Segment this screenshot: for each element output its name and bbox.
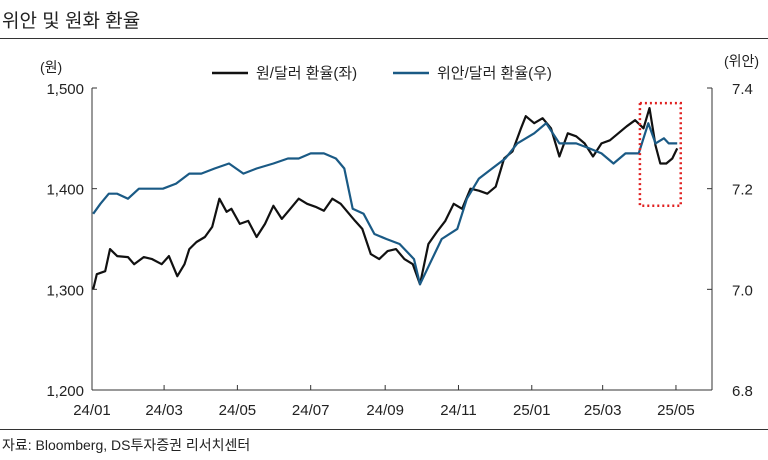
- x-tick-label: 25/05: [657, 402, 695, 419]
- left-tick-label: 1,200: [46, 383, 84, 400]
- series-line-1: [92, 106, 679, 290]
- x-tick-label: 25/01: [513, 402, 551, 419]
- legend-label-2: 위안/달러 환율(우): [437, 65, 552, 82]
- left-tick-label: 1,400: [46, 182, 84, 199]
- left-axis-unit: (원): [40, 59, 62, 75]
- x-tick-label: 24/05: [219, 402, 257, 419]
- right-axis-unit: (위안): [724, 53, 759, 69]
- left-tick-label: 1,500: [46, 81, 84, 98]
- left-tick-label: 1,300: [46, 282, 84, 299]
- right-tick-label: 7.2: [732, 182, 753, 199]
- x-tick-label: 25/03: [584, 402, 622, 419]
- x-tick-label: 24/01: [73, 402, 111, 419]
- right-tick-label: 7.0: [732, 282, 753, 299]
- x-tick-label: 24/09: [366, 402, 404, 419]
- fx-chart: 1,200 1,300 1,400 1,500 6.8 7.0 7.2 7.4 24/01 24/…: [40, 53, 759, 419]
- bottom-rule: [0, 429, 768, 430]
- series-line-2: [92, 122, 678, 286]
- right-tick-label: 6.8: [732, 383, 753, 400]
- x-tick-label: 24/07: [292, 402, 330, 419]
- source-note: 자료: Bloomberg, DS투자증권 리서치센터: [2, 437, 251, 453]
- highlight-box: [638, 101, 683, 208]
- top-rule: [0, 38, 768, 39]
- x-tick-label: 24/11: [440, 402, 476, 419]
- x-tick-label: 24/03: [145, 402, 183, 419]
- legend-label-1: 원/달러 환율(좌): [256, 65, 357, 82]
- right-tick-label: 7.4: [732, 81, 753, 98]
- page-title: 위안 및 원화 환율: [2, 11, 141, 32]
